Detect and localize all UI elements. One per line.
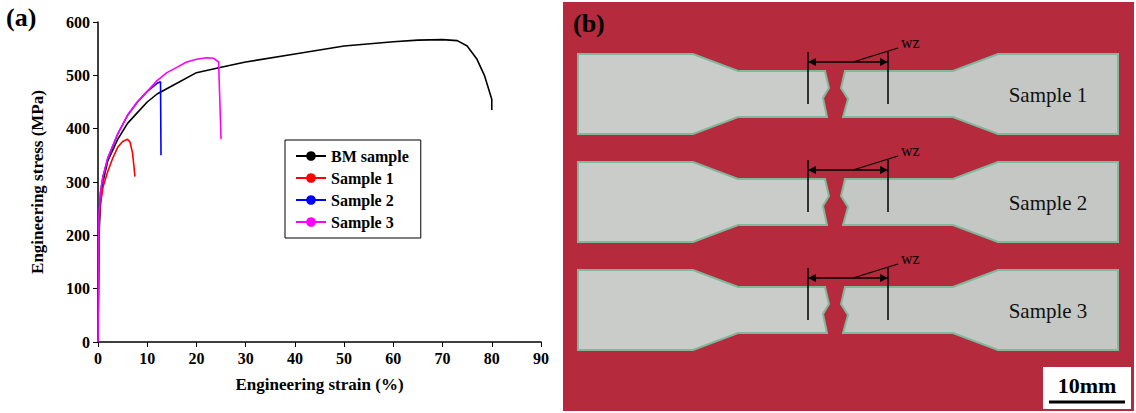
svg-text:0: 0 xyxy=(94,350,102,367)
svg-text:70: 70 xyxy=(435,350,451,367)
svg-text:10mm: 10mm xyxy=(1058,373,1117,398)
svg-text:Sample 2: Sample 2 xyxy=(331,192,394,210)
svg-text:Sample 1: Sample 1 xyxy=(331,170,394,188)
svg-text:(a): (a) xyxy=(6,3,36,32)
svg-text:600: 600 xyxy=(66,14,90,31)
svg-text:Sample 1: Sample 1 xyxy=(1009,83,1088,107)
svg-text:200: 200 xyxy=(66,227,90,244)
svg-text:300: 300 xyxy=(66,174,90,191)
svg-text:60: 60 xyxy=(385,350,401,367)
svg-text:90: 90 xyxy=(533,350,549,367)
svg-text:100: 100 xyxy=(66,280,90,297)
svg-text:Sample 3: Sample 3 xyxy=(331,214,394,232)
svg-text:BM sample: BM sample xyxy=(331,148,409,166)
svg-text:20: 20 xyxy=(188,350,204,367)
svg-text:10: 10 xyxy=(139,350,155,367)
svg-text:0: 0 xyxy=(82,334,90,351)
svg-text:400: 400 xyxy=(66,120,90,137)
svg-text:30: 30 xyxy=(238,350,254,367)
svg-text:wz: wz xyxy=(901,250,920,267)
svg-text:Sample 2: Sample 2 xyxy=(1009,191,1088,215)
svg-text:wz: wz xyxy=(901,142,920,159)
svg-text:Engineering stress (MPa): Engineering stress (MPa) xyxy=(28,90,47,274)
svg-text:50: 50 xyxy=(336,350,352,367)
svg-text:(b): (b) xyxy=(573,9,605,38)
svg-text:80: 80 xyxy=(484,350,500,367)
svg-text:Sample 3: Sample 3 xyxy=(1009,299,1088,323)
svg-text:40: 40 xyxy=(287,350,303,367)
svg-text:wz: wz xyxy=(901,34,920,51)
svg-text:500: 500 xyxy=(66,67,90,84)
svg-text:Engineering strain (%): Engineering strain (%) xyxy=(235,375,403,394)
